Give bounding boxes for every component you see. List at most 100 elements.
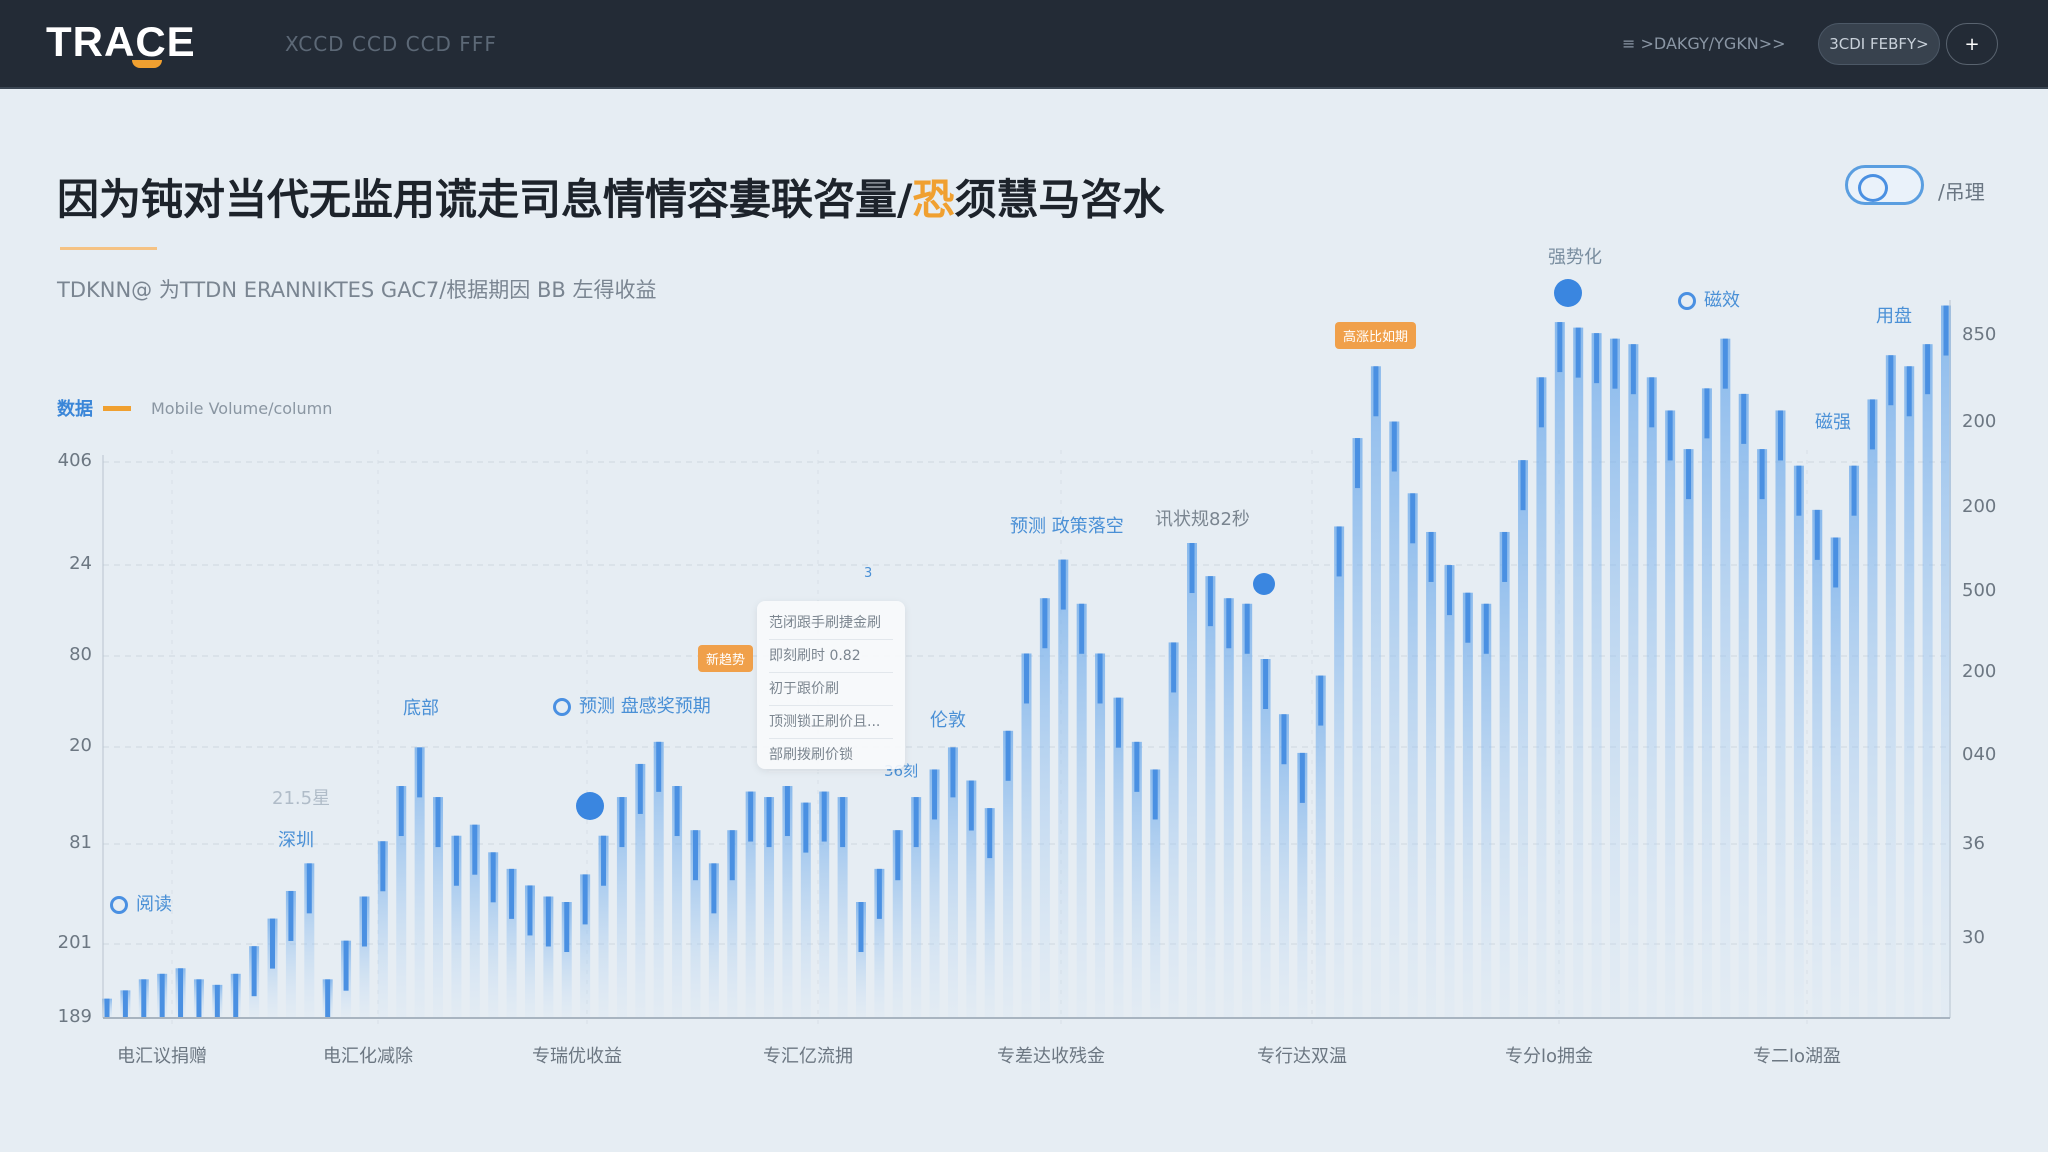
y-right-tick-label: 200: [1962, 661, 1997, 682]
bar-cap: [840, 797, 846, 848]
bar-cap: [932, 769, 938, 820]
bar: [1021, 653, 1032, 1018]
bar-cap: [1207, 576, 1213, 627]
y-tick-label: 20: [69, 735, 92, 756]
bar-cap: [876, 868, 882, 919]
bar: [819, 791, 830, 1018]
bar: [1278, 714, 1289, 1018]
menu-link[interactable]: ≡ >DAKGY/YGKN>>: [1622, 34, 1786, 53]
bar-cap: [1465, 592, 1471, 643]
y-right-tick-label: 850: [1962, 324, 1997, 345]
bar: [414, 747, 425, 1018]
bar-cap: [748, 791, 754, 842]
bar-cap: [1612, 338, 1618, 389]
bar: [1481, 603, 1492, 1018]
bar-cap: [1741, 393, 1747, 444]
view-toggle[interactable]: [1845, 165, 1924, 205]
bar: [1407, 493, 1418, 1018]
bar: [745, 791, 756, 1018]
bar: [396, 786, 407, 1018]
top-bar: TRACE XCCD CCD CCD FFF ≡ >DAKGY/YGKN>> 3…: [0, 0, 2048, 89]
plus-button[interactable]: +: [1946, 23, 1998, 65]
bar-cap: [1520, 460, 1526, 511]
bar-cap: [178, 968, 184, 1018]
bar: [1812, 509, 1823, 1018]
bar: [708, 863, 719, 1018]
x-tick-label: 电汇化减除: [323, 1046, 413, 1067]
marker-dot[interactable]: [1253, 573, 1275, 595]
y-right-tick-label: 200: [1962, 496, 1997, 517]
bar-cap: [1686, 449, 1692, 500]
bar-cap: [1024, 653, 1029, 704]
bar-cap: [674, 786, 680, 837]
bar-cap: [1594, 333, 1600, 384]
bar-cap: [1906, 366, 1912, 417]
bar-cap: [251, 946, 257, 997]
bar: [1683, 449, 1694, 1019]
bar-cap: [968, 780, 974, 831]
bar-cap: [619, 797, 625, 848]
bar-cap: [1410, 493, 1416, 544]
bar: [488, 852, 499, 1018]
bar-cap: [913, 797, 919, 848]
bar: [1904, 366, 1915, 1018]
bar: [543, 896, 554, 1018]
x-tick-label: 电汇议捐赠: [117, 1046, 207, 1067]
bar-cap: [729, 830, 735, 881]
bar: [1591, 333, 1602, 1019]
bar: [433, 797, 444, 1018]
bar-cap: [214, 984, 220, 1018]
primary-button[interactable]: 3CDI FEBFY>: [1818, 23, 1940, 65]
bar: [1849, 465, 1860, 1018]
marker-dot[interactable]: [576, 792, 604, 820]
bar-cap: [1373, 366, 1379, 417]
bar: [1665, 410, 1676, 1018]
nav-links[interactable]: XCCD CCD CCD FFF: [285, 32, 497, 56]
bar-cap: [582, 874, 588, 925]
bar-cap: [564, 902, 570, 953]
y-tick-label: 201: [57, 932, 92, 953]
bar: [1757, 449, 1768, 1019]
bar-cap: [1704, 388, 1710, 439]
bar: [285, 890, 296, 1018]
tooltip-row: 顶测锁正刷价且...: [769, 706, 893, 739]
bar: [1941, 305, 1951, 1018]
bar: [1168, 642, 1179, 1018]
bar: [1187, 543, 1198, 1018]
tooltip: 范闭跟手刷捷金刷 即刻刷时 0.82 初于跟价刷 顶测锁正刷价且... 部刷拨刷…: [757, 601, 905, 772]
x-tick-label: 专瑞优收益: [532, 1046, 622, 1067]
bar: [1131, 741, 1142, 1018]
bar: [1426, 531, 1437, 1018]
bar: [764, 797, 775, 1018]
bar-cap: [527, 885, 533, 936]
bar-cap: [122, 990, 128, 1018]
bar: [672, 786, 683, 1018]
bar-cap: [1649, 377, 1655, 428]
logo[interactable]: TRACE: [46, 18, 196, 65]
annotation: 伦敦: [930, 710, 966, 731]
x-tick-label: 专差达收残金: [997, 1046, 1105, 1067]
bar-cap: [196, 979, 202, 1018]
check-icon: [110, 896, 128, 914]
title-highlight: 恐: [912, 175, 955, 224]
bar: [469, 824, 480, 1018]
bar-cap: [270, 918, 276, 969]
bar-cap: [1446, 565, 1452, 616]
annotation: 深圳: [278, 830, 314, 851]
bar: [1205, 576, 1216, 1018]
marker-dot[interactable]: [1554, 279, 1582, 307]
bar: [1058, 559, 1069, 1018]
bar: [1536, 377, 1547, 1018]
bar: [1315, 675, 1326, 1018]
bar-cap: [1281, 714, 1287, 765]
y-right-tick-label: 36: [1962, 833, 1985, 854]
legend-label: Mobile Volume/column: [151, 398, 333, 418]
bar-cap: [1722, 338, 1728, 389]
bar-cap: [1042, 598, 1048, 649]
bar-cap: [1667, 410, 1673, 461]
bar-cap: [1189, 543, 1195, 594]
bar: [1242, 603, 1253, 1018]
bar-cap: [1226, 598, 1232, 649]
annotation: 强势化: [1548, 247, 1602, 268]
tooltip-row: 即刻刷时 0.82: [769, 640, 893, 673]
